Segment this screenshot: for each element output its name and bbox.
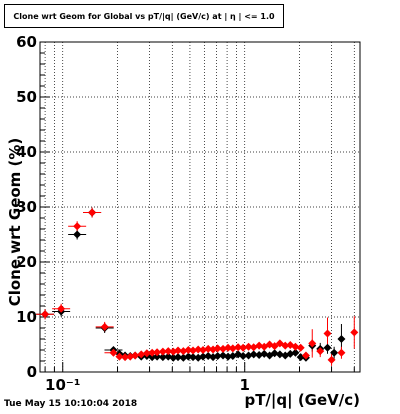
y-tick-label: 40 bbox=[16, 143, 37, 161]
data-point-black bbox=[153, 352, 162, 361]
timestamp: Tue May 15 10:10:04 2018 bbox=[4, 399, 138, 409]
data-point-red bbox=[301, 351, 310, 360]
data-point-red bbox=[148, 348, 157, 357]
data-point-black bbox=[73, 230, 82, 239]
data-point-red bbox=[88, 208, 97, 217]
data-point-black bbox=[199, 352, 208, 361]
data-point-black bbox=[224, 352, 233, 361]
data-point-red bbox=[158, 347, 167, 356]
data-point-red bbox=[199, 346, 208, 354]
y-tick-label: 60 bbox=[16, 33, 37, 51]
data-point-black bbox=[286, 349, 295, 358]
data-point-black bbox=[337, 335, 346, 343]
data-point-red bbox=[131, 351, 140, 360]
data-point-red bbox=[189, 346, 198, 355]
error-bars bbox=[36, 207, 358, 366]
data-point-red bbox=[239, 343, 248, 352]
data-point-red bbox=[291, 342, 300, 351]
data-point-red bbox=[204, 344, 213, 353]
data-point-red bbox=[296, 343, 305, 352]
data-point-red bbox=[41, 310, 50, 319]
data-point-red bbox=[323, 329, 332, 338]
data-point-black bbox=[148, 353, 157, 362]
y-tick-label: 20 bbox=[16, 253, 37, 271]
data-point-black bbox=[184, 352, 193, 361]
data-point-red bbox=[194, 345, 203, 354]
x-tick-label: 10⁻¹ bbox=[45, 376, 80, 394]
data-point-red bbox=[281, 341, 290, 350]
data-point-red bbox=[255, 341, 264, 350]
data-point-black bbox=[169, 353, 178, 362]
data-point-red bbox=[142, 349, 151, 358]
data-point-red bbox=[121, 353, 130, 362]
data-point-red bbox=[327, 355, 336, 364]
x-axis-title: pT/|q| (GeV/c) bbox=[244, 391, 360, 410]
data-point-black bbox=[239, 352, 248, 361]
data-point-red bbox=[213, 344, 222, 353]
data-point-black bbox=[323, 343, 332, 352]
y-axis-title: Clone wrt Geom (%) bbox=[6, 138, 24, 307]
data-point-red bbox=[57, 304, 66, 313]
data-point-red bbox=[73, 222, 82, 231]
data-point-red bbox=[100, 322, 109, 331]
data-point-red bbox=[184, 346, 193, 354]
data-point-black bbox=[249, 350, 258, 359]
data-point-red bbox=[137, 350, 146, 359]
data-point-red bbox=[109, 348, 118, 357]
data-point-black bbox=[244, 351, 253, 360]
data-point-red bbox=[115, 352, 124, 361]
axis-ticks bbox=[40, 41, 355, 373]
data-point-red bbox=[308, 339, 317, 348]
data-point-black bbox=[213, 352, 222, 361]
data-point-red bbox=[316, 347, 325, 356]
x-tick-label: 1 bbox=[240, 376, 250, 394]
data-point-black bbox=[158, 353, 167, 362]
y-tick-label: 50 bbox=[16, 88, 37, 106]
data-points bbox=[41, 208, 359, 364]
data-point-black bbox=[275, 350, 284, 359]
data-point-red bbox=[164, 347, 173, 356]
data-point-red bbox=[174, 346, 183, 355]
y-tick-label: 10 bbox=[16, 308, 37, 326]
data-point-red bbox=[228, 344, 237, 353]
data-point-red bbox=[224, 343, 233, 352]
data-point-black bbox=[189, 353, 198, 362]
data-point-black bbox=[255, 350, 264, 359]
data-point-red bbox=[337, 348, 346, 357]
chart-title: Clone wrt Geom for Global vs pT/|q| (GeV… bbox=[4, 4, 284, 28]
data-point-red bbox=[234, 343, 243, 352]
y-tick-label: 0 bbox=[27, 363, 37, 381]
tick-labels: 0 10 20 30 40 50 60 10⁻¹ 1 bbox=[16, 33, 250, 394]
data-point-red bbox=[244, 342, 253, 351]
data-point-red bbox=[153, 348, 162, 357]
data-point-red bbox=[350, 328, 359, 337]
data-point-black bbox=[270, 349, 279, 358]
y-tick-label: 30 bbox=[16, 198, 37, 216]
data-point-black bbox=[291, 348, 300, 357]
grid-lines bbox=[40, 42, 360, 372]
data-point-black bbox=[330, 348, 339, 357]
data-point-black bbox=[174, 353, 183, 362]
